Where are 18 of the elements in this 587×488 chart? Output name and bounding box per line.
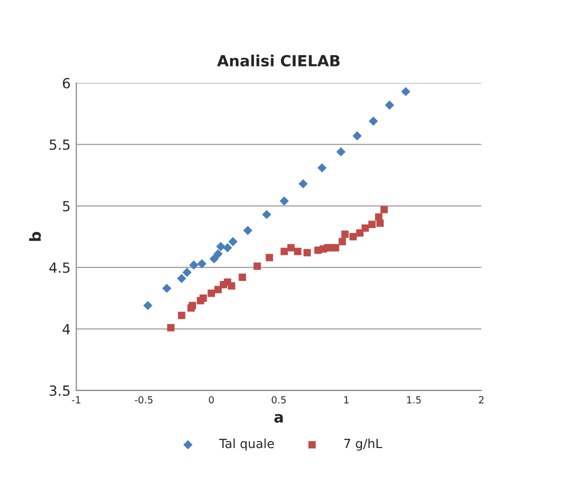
- x-tick-label: 0.5: [272, 396, 286, 404]
- y-tick-label: 4.5: [49, 262, 70, 273]
- chart-title: Analisi CIELAB: [217, 54, 340, 67]
- x-tick-label: 1: [344, 396, 349, 404]
- y-tick-label: 4: [62, 324, 70, 334]
- x-axis-title: a: [274, 414, 283, 423]
- y-tick-label: 5.5: [50, 140, 70, 150]
- y-tick-label: 5: [62, 201, 70, 212]
- y-tick-label: 3.5: [50, 385, 70, 396]
- legend-label: Tal quale: [219, 438, 274, 451]
- x-tick-label: 2: [478, 396, 484, 404]
- x-tick-label: 1.5: [407, 396, 421, 404]
- y-tick-label: 6: [62, 78, 70, 88]
- y-axis-title: b: [29, 232, 41, 241]
- legend-label: 7 g/hL: [344, 438, 382, 451]
- x-tick-label: -0.5: [134, 396, 152, 404]
- x-tick-label: -1: [72, 396, 80, 404]
- x-tick-label: 0: [208, 396, 214, 404]
